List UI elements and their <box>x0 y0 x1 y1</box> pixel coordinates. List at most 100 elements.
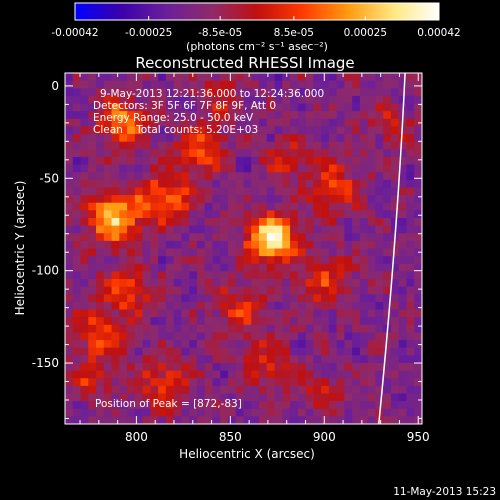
heatmap-cell <box>251 217 260 227</box>
heatmap-cell <box>390 263 400 272</box>
heatmap-cell <box>344 248 353 257</box>
heatmap-cell <box>344 164 353 173</box>
heatmap-cell <box>328 172 338 181</box>
heatmap-cell <box>398 217 408 227</box>
heatmap-cell <box>220 195 229 204</box>
heatmap-cell <box>344 149 353 158</box>
heatmap-cell <box>274 271 283 280</box>
heatmap-cell <box>375 286 384 295</box>
heatmap-cell <box>328 301 338 311</box>
heatmap-cell <box>383 340 392 349</box>
heatmap-cell <box>321 126 330 135</box>
heatmap-cell <box>352 286 361 295</box>
heatmap-cell <box>282 240 291 250</box>
heatmap-cell <box>134 210 144 219</box>
heatmap-cell <box>96 248 105 257</box>
heatmap-cell <box>290 370 299 379</box>
heatmap-cell <box>119 294 128 303</box>
heatmap-cell <box>212 126 221 135</box>
heatmap-cell <box>274 309 283 318</box>
heatmap-cell <box>150 95 159 105</box>
heatmap-cell <box>414 156 422 166</box>
heatmap-cell <box>196 240 206 250</box>
heatmap-cell <box>227 172 237 181</box>
heatmap-cell <box>173 134 183 143</box>
annotations: 9-May-2013 12:21:36.000 to 12:24:36.000 … <box>93 88 324 410</box>
heatmap-cell <box>227 317 237 326</box>
heatmap-cell <box>227 309 237 318</box>
heatmap-cell <box>189 88 198 97</box>
heatmap-cell <box>189 118 198 128</box>
heatmap-cell <box>367 347 377 356</box>
heatmap-cell <box>96 286 105 295</box>
heatmap-cell <box>383 172 392 181</box>
heatmap-cell <box>142 416 151 424</box>
heatmap-cell <box>352 95 361 105</box>
heatmap-cell <box>328 88 338 97</box>
heatmap-cell <box>80 233 89 242</box>
heatmap-cell <box>80 385 89 395</box>
heatmap-cell <box>251 332 260 341</box>
heatmap-cell <box>103 141 113 150</box>
heatmap-cell <box>259 111 268 120</box>
heatmap-cell <box>251 263 260 272</box>
heatmap-cell <box>414 309 422 318</box>
heatmap-cell <box>212 286 221 295</box>
heatmap-cell <box>305 172 314 181</box>
heatmap-cell <box>173 324 183 334</box>
heatmap-cell <box>321 248 330 257</box>
heatmap-cell <box>313 248 322 257</box>
heatmap-cell <box>196 362 206 372</box>
heatmap-cell <box>220 263 229 272</box>
heatmap-cell <box>243 309 252 318</box>
heatmap-cell <box>359 240 369 250</box>
heatmap-cell <box>321 179 330 189</box>
heatmap-cell <box>352 248 361 257</box>
heatmap-cell <box>274 286 283 295</box>
heatmap-cell <box>414 80 422 89</box>
heatmap-cell <box>274 416 283 424</box>
heatmap-cell <box>80 347 89 356</box>
heatmap-cell <box>227 279 237 288</box>
heatmap-cell <box>80 149 89 158</box>
heatmap-cell <box>212 111 221 120</box>
heatmap-cell <box>80 73 89 82</box>
heatmap-cell <box>390 195 400 204</box>
heatmap-cell <box>328 408 338 417</box>
heatmap-cell <box>414 88 422 97</box>
heatmap-cell <box>150 195 159 204</box>
heatmap-cell <box>251 271 260 280</box>
heatmap-cell <box>414 225 422 234</box>
heatmap-cell <box>290 80 299 89</box>
heatmap-cell <box>119 202 128 211</box>
heatmap-cell <box>96 126 105 135</box>
heatmap-cell <box>88 340 97 349</box>
heatmap-cell <box>72 126 82 135</box>
heatmap-cell <box>251 294 260 303</box>
heatmap-cell <box>266 286 276 295</box>
heatmap-cell <box>290 103 299 112</box>
heatmap-cell <box>266 347 276 356</box>
heatmap-cell <box>181 362 190 372</box>
heatmap-cell <box>142 164 151 173</box>
heatmap-cell <box>220 401 229 410</box>
heatmap-cell <box>158 118 167 128</box>
heatmap-cell <box>173 73 183 82</box>
heatmap-cell <box>259 134 268 143</box>
heatmap-cell <box>158 248 167 257</box>
heatmap-cell <box>352 88 361 97</box>
heatmap-cell <box>181 401 190 410</box>
heatmap-cell <box>282 355 291 364</box>
heatmap-cell <box>80 355 89 364</box>
heatmap-cell <box>305 340 314 349</box>
heatmap-cell <box>290 240 299 250</box>
heatmap-cell <box>344 95 353 105</box>
energy-range-label: Energy Range: 25.0 - 50.0 keV <box>93 112 254 124</box>
heatmap-cell <box>352 141 361 150</box>
heatmap-cell <box>313 416 322 424</box>
colorbar-tick-label: -0.00025 <box>125 27 172 39</box>
heatmap-cell <box>103 195 113 204</box>
heatmap-cell <box>235 294 245 303</box>
heatmap-cell <box>414 103 422 112</box>
heatmap-cell <box>398 80 408 89</box>
